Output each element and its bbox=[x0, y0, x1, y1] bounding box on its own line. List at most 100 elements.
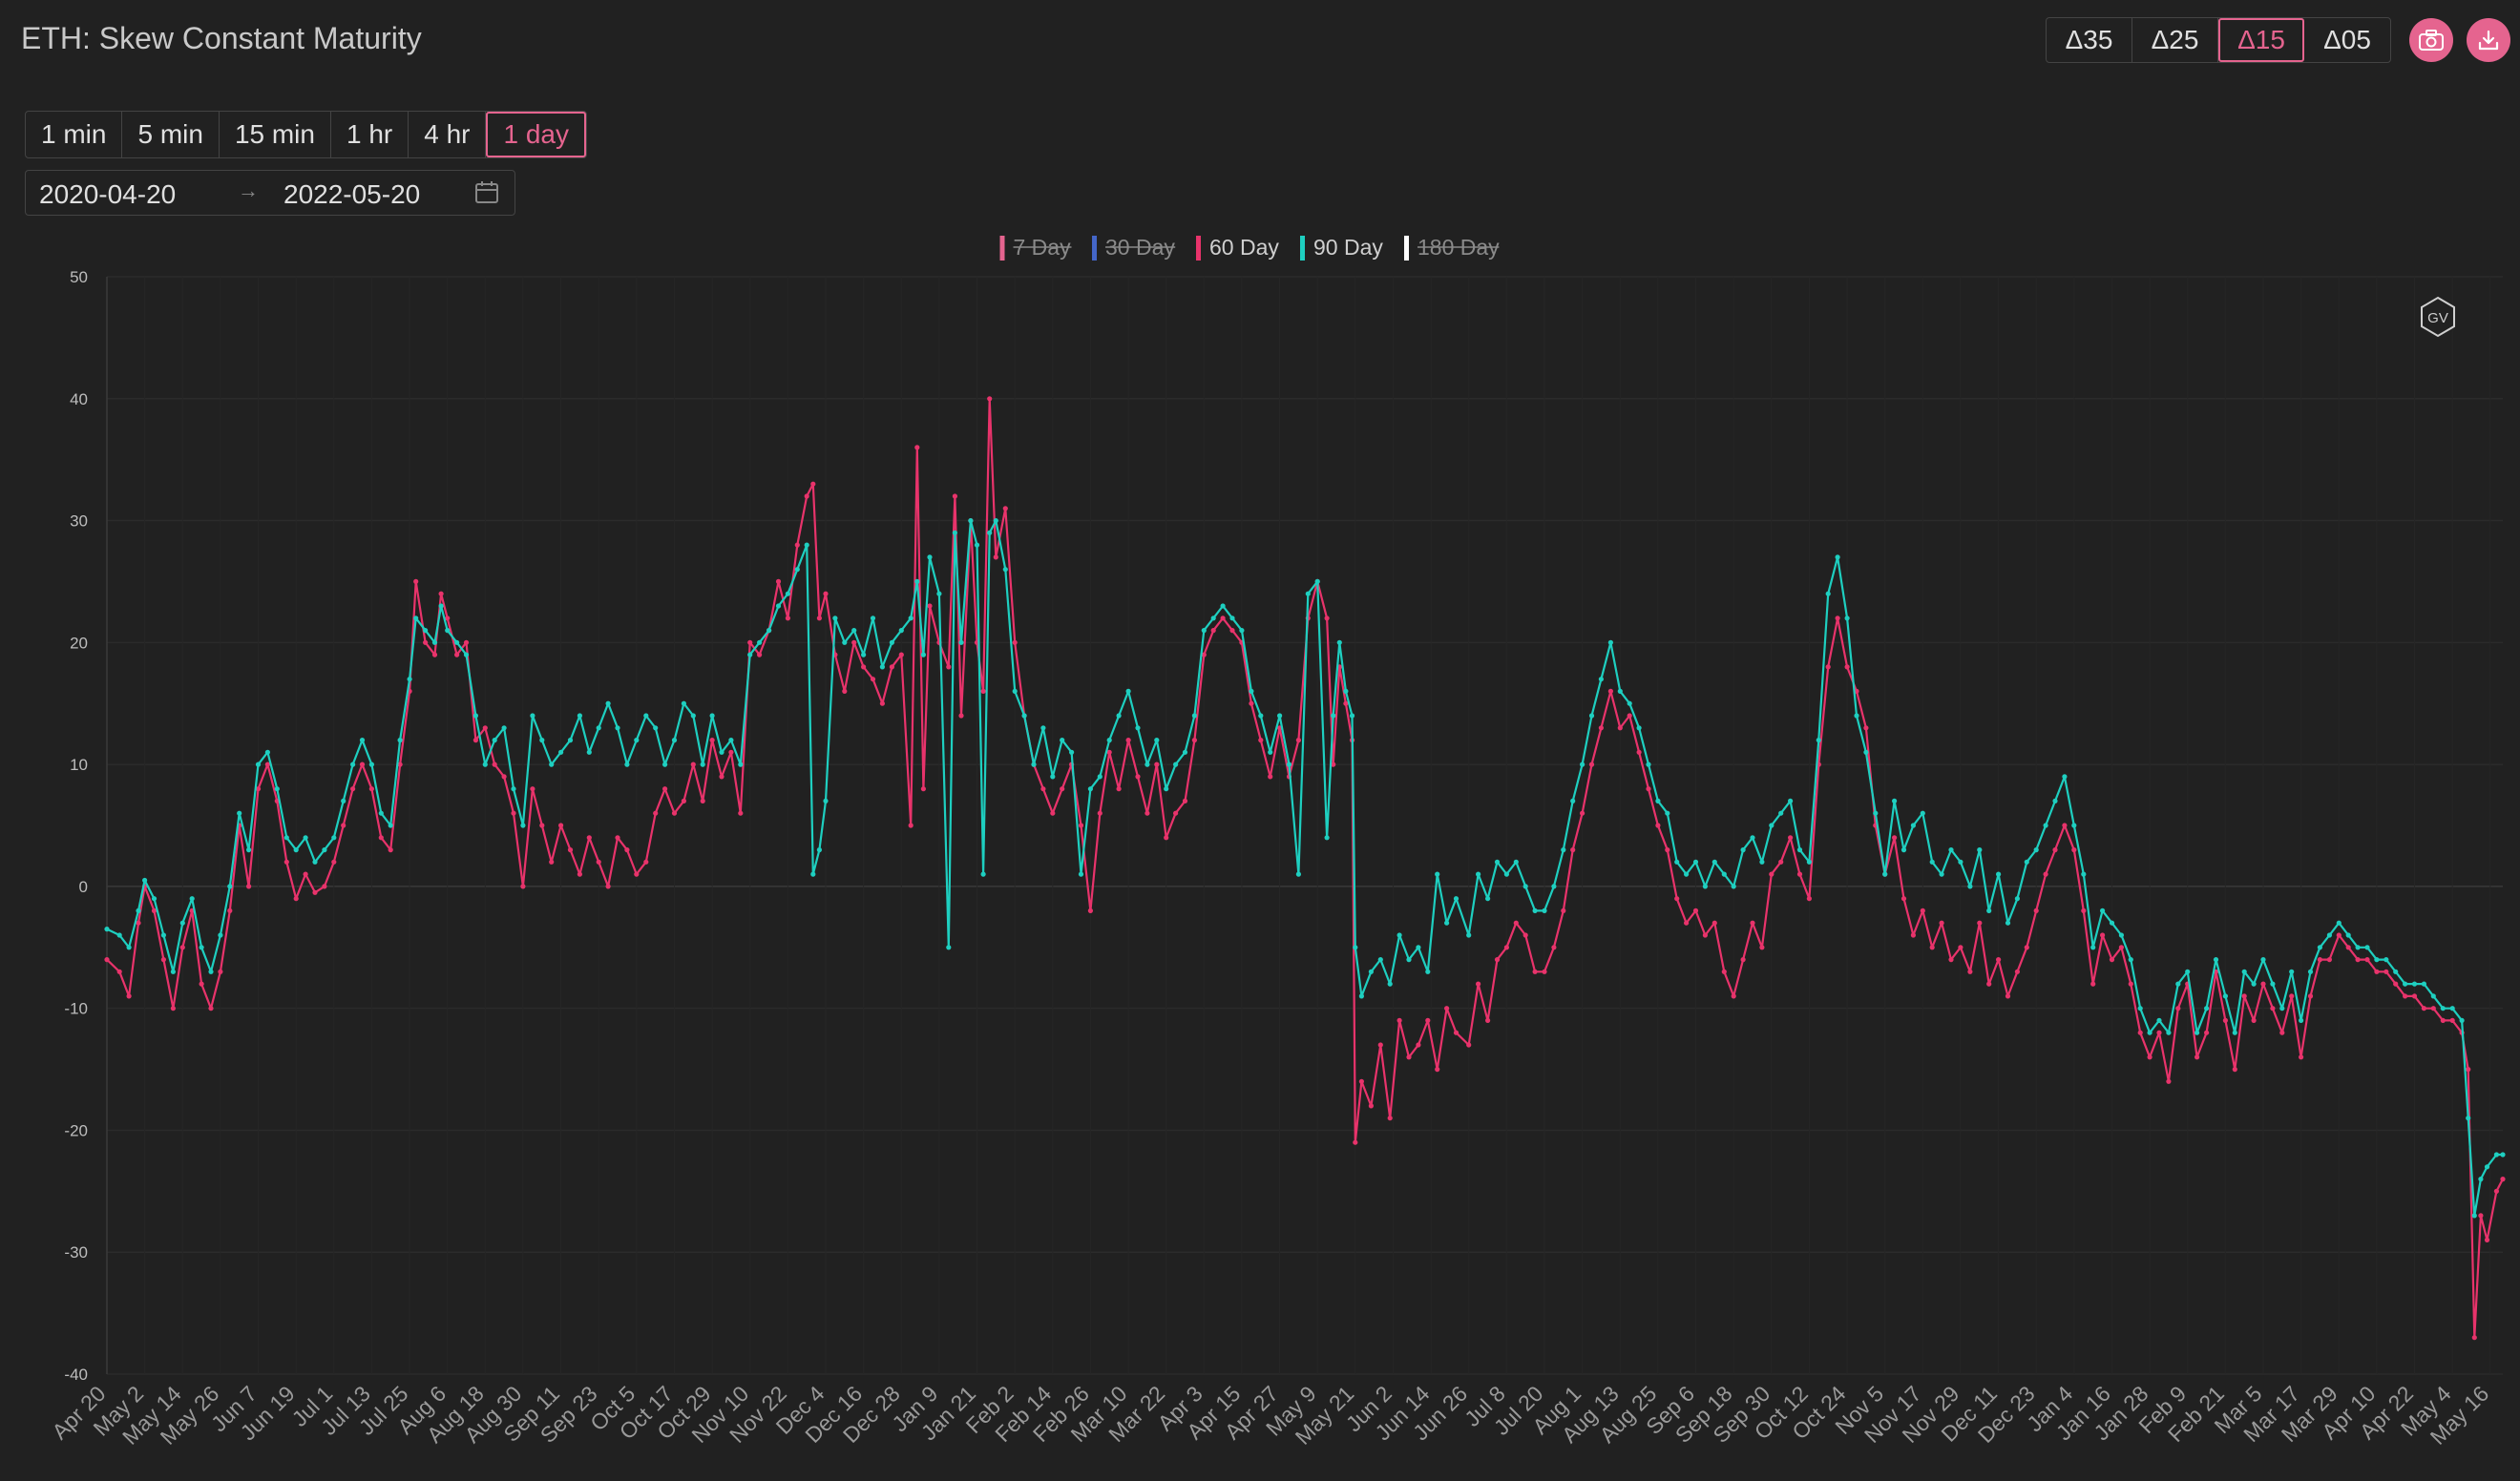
data-point bbox=[898, 652, 904, 657]
data-point bbox=[567, 738, 574, 743]
data-point bbox=[284, 835, 289, 841]
y-tick-label: 20 bbox=[70, 634, 88, 652]
data-point bbox=[671, 738, 678, 743]
legend-item-180-day[interactable]: 180 Day bbox=[1404, 235, 1500, 261]
data-point bbox=[1229, 615, 1235, 621]
data-point bbox=[1674, 859, 1680, 865]
data-point bbox=[709, 713, 715, 719]
data-point bbox=[511, 810, 516, 816]
timeframe-5min[interactable]: 5 min bbox=[122, 112, 220, 157]
data-point bbox=[1295, 871, 1301, 877]
end-date-input[interactable]: 2022-05-20 bbox=[284, 179, 421, 209]
data-point bbox=[2384, 957, 2389, 963]
start-date-input[interactable]: 2020-04-20 bbox=[39, 179, 177, 209]
timeframe-1min[interactable]: 1 min bbox=[26, 112, 123, 157]
data-point bbox=[577, 871, 583, 877]
data-point bbox=[1712, 859, 1717, 865]
data-point bbox=[785, 591, 791, 596]
legend-item-30-day[interactable]: 30 Day bbox=[1092, 235, 1175, 261]
data-point bbox=[1977, 847, 1983, 853]
calendar-icon[interactable] bbox=[474, 180, 499, 205]
data-point bbox=[2062, 823, 2068, 828]
delta-35-button[interactable]: Δ35 bbox=[2047, 18, 2132, 62]
data-point bbox=[671, 810, 678, 816]
data-point bbox=[2147, 1030, 2152, 1035]
data-point bbox=[1939, 871, 1944, 877]
data-point bbox=[1353, 1139, 1358, 1145]
data-point bbox=[1268, 749, 1273, 755]
data-point bbox=[189, 896, 195, 902]
data-point bbox=[2232, 1067, 2237, 1073]
legend-item-60-day[interactable]: 60 Day bbox=[1196, 235, 1279, 261]
data-point bbox=[914, 445, 920, 450]
data-point bbox=[1731, 993, 1736, 999]
data-point bbox=[993, 554, 998, 560]
data-point bbox=[1920, 907, 1925, 914]
data-point bbox=[1277, 713, 1283, 719]
data-point bbox=[1060, 738, 1065, 743]
data-point bbox=[2043, 871, 2048, 877]
data-point bbox=[368, 761, 374, 767]
data-point bbox=[987, 530, 993, 535]
data-point bbox=[1759, 859, 1765, 865]
data-point bbox=[104, 957, 110, 963]
data-point bbox=[2043, 823, 2048, 828]
data-point bbox=[208, 969, 214, 974]
data-point bbox=[1948, 847, 1954, 853]
data-point bbox=[388, 823, 393, 828]
timeframe-1hr[interactable]: 1 hr bbox=[331, 112, 410, 157]
date-range-picker[interactable]: 2020-04-20 → 2022-05-20 bbox=[25, 170, 515, 216]
data-point bbox=[1416, 945, 1421, 950]
data-point bbox=[2384, 969, 2389, 974]
data-point bbox=[1485, 896, 1491, 902]
y-tick-label: -10 bbox=[64, 1000, 88, 1018]
data-point bbox=[104, 927, 110, 932]
data-point bbox=[1002, 506, 1008, 511]
data-point bbox=[2440, 1017, 2446, 1023]
download-button[interactable] bbox=[2467, 18, 2510, 62]
data-point bbox=[227, 907, 233, 914]
data-point bbox=[1627, 700, 1632, 706]
data-point bbox=[1721, 871, 1727, 877]
data-point bbox=[2471, 1213, 2477, 1219]
data-point bbox=[1201, 652, 1207, 657]
data-point bbox=[2109, 920, 2115, 926]
data-point bbox=[747, 652, 753, 657]
data-point bbox=[2185, 969, 2191, 974]
data-point bbox=[2175, 1006, 2181, 1012]
delta-15-button[interactable]: Δ15 bbox=[2218, 18, 2304, 62]
data-point bbox=[1182, 749, 1188, 755]
data-point bbox=[312, 889, 318, 895]
legend-item-7-day[interactable]: 7 Day bbox=[999, 235, 1072, 261]
delta-05-button[interactable]: Δ05 bbox=[2323, 25, 2371, 54]
delta-25-button[interactable]: Δ25 bbox=[2132, 18, 2218, 62]
data-point bbox=[2430, 993, 2436, 999]
data-point bbox=[586, 835, 592, 841]
data-point bbox=[1331, 713, 1336, 719]
data-point bbox=[539, 823, 545, 828]
y-axis: 50 40 30 20 10 0 -10 -20 -30 -40 bbox=[64, 268, 108, 1384]
data-point bbox=[908, 615, 914, 621]
data-point bbox=[993, 518, 998, 524]
data-point bbox=[2374, 957, 2380, 963]
timeframe-15min[interactable]: 15 min bbox=[220, 112, 331, 157]
data-point bbox=[303, 871, 308, 877]
data-point bbox=[2466, 1067, 2471, 1073]
timeframe-1day[interactable]: 1 day bbox=[486, 112, 586, 157]
screenshot-button[interactable] bbox=[2409, 18, 2453, 62]
data-point bbox=[1324, 835, 1330, 841]
data-point bbox=[1759, 945, 1765, 950]
data-point bbox=[1106, 738, 1112, 743]
data-point bbox=[2307, 969, 2314, 974]
legend-swatch bbox=[1404, 236, 1409, 261]
timeframe-4hr[interactable]: 4 hr bbox=[409, 112, 487, 157]
data-point bbox=[1617, 688, 1623, 694]
data-point bbox=[2317, 957, 2322, 963]
data-point bbox=[388, 847, 393, 853]
data-point bbox=[2449, 1017, 2455, 1023]
data-point bbox=[438, 591, 444, 596]
data-point bbox=[879, 700, 886, 706]
data-point bbox=[1929, 859, 1935, 865]
legend-item-90-day[interactable]: 90 Day bbox=[1300, 235, 1383, 261]
data-point bbox=[889, 664, 895, 670]
